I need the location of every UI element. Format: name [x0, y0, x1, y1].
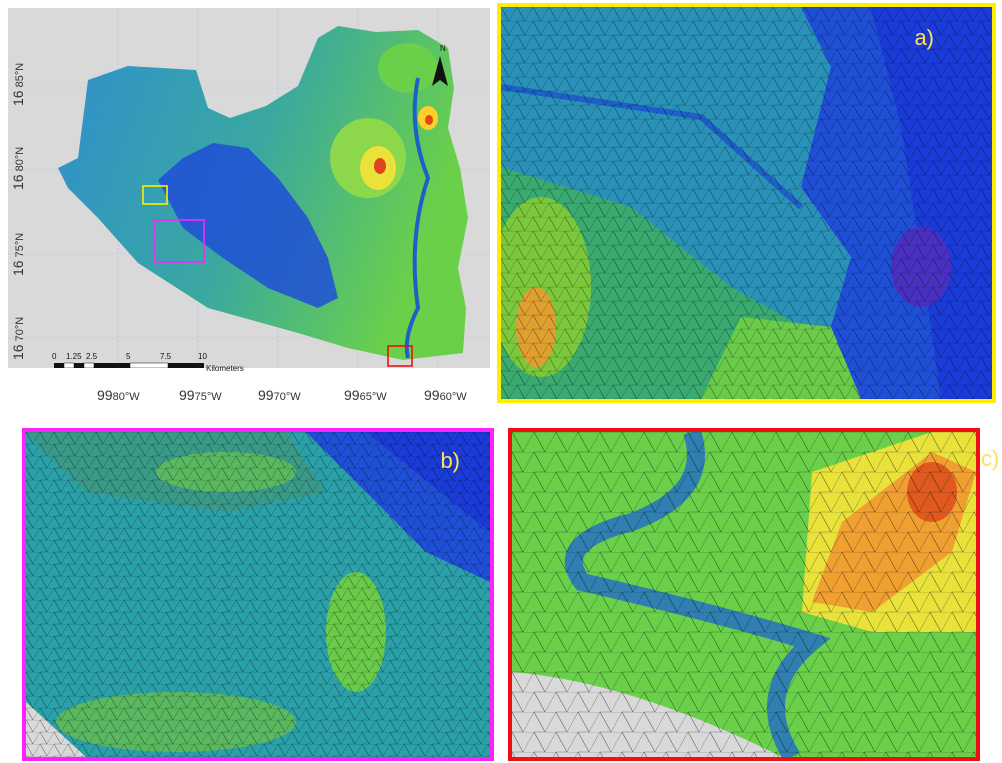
inset-b-label: b)	[440, 448, 460, 473]
highland-patches	[330, 43, 438, 198]
lon-label-3: 9970°W	[258, 387, 301, 403]
inset-b: b)	[22, 428, 494, 761]
inset-box-c	[387, 345, 413, 367]
lon-label-2: 9975°W	[179, 387, 222, 403]
inset-c	[508, 428, 980, 761]
scale-label-5: 10	[198, 352, 207, 361]
overview-map	[8, 8, 490, 368]
inset-a-label: a)	[914, 25, 934, 50]
lat-label-4: 16 70°N	[10, 316, 26, 360]
scale-label-0: 0	[52, 352, 57, 361]
lon-label-4: 9965°W	[344, 387, 387, 403]
lat-label-2: 16 80°N	[10, 146, 26, 190]
lat-label-3: 16 75°N	[10, 232, 26, 276]
scale-label-2: 2.5	[86, 352, 98, 361]
inset-a: a)	[497, 3, 996, 403]
inset-a-svg	[501, 7, 992, 399]
north-arrow	[432, 56, 448, 86]
north-label: N	[440, 44, 446, 53]
scale-label-4: 7.5	[160, 352, 172, 361]
inset-c-svg	[512, 432, 976, 757]
lagoon	[158, 143, 338, 308]
inset-c-label: c)	[981, 446, 1000, 471]
overview-map-svg	[8, 8, 490, 368]
lon-label-1: 9980°W	[97, 387, 140, 403]
scale-unit: Kilometers	[206, 364, 244, 373]
scale-bar	[54, 362, 204, 368]
lat-label-1: 16 85°N	[10, 62, 26, 106]
scale-label-1: 1.25	[66, 352, 82, 361]
scale-label-3: 5	[126, 352, 131, 361]
river	[404, 77, 431, 359]
inset-b-svg	[26, 432, 490, 757]
inset-box-b	[153, 219, 205, 263]
inset-box-a	[142, 185, 168, 205]
lon-label-5: 9960°W	[424, 387, 467, 403]
